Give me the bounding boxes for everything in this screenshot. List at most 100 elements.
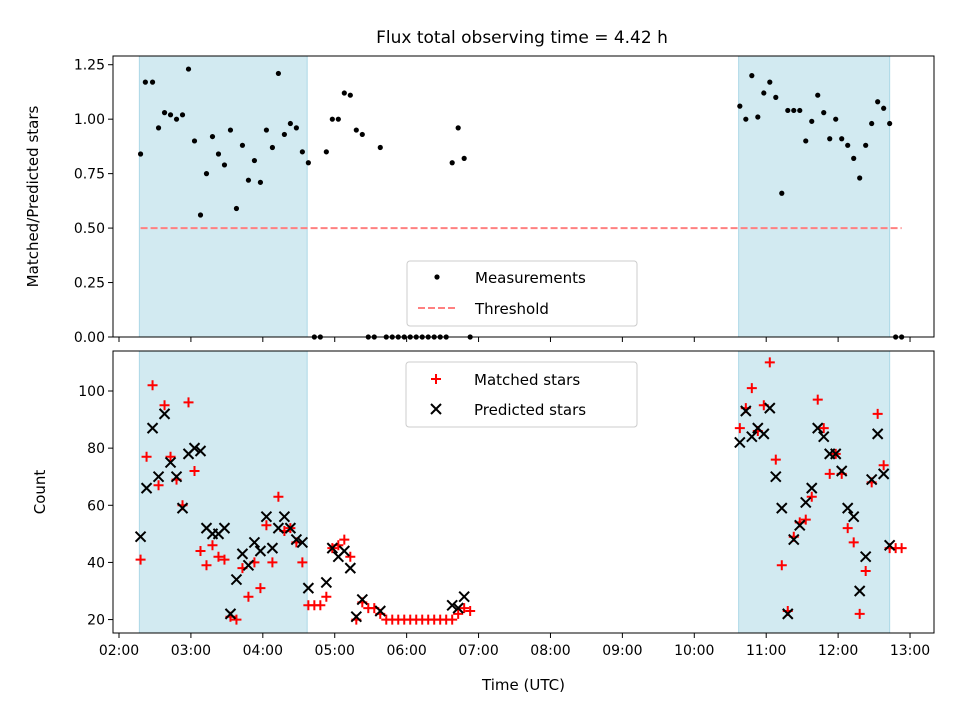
measurement-point: [887, 120, 893, 127]
shaded-region: [138, 351, 308, 633]
predicted-point: [134, 531, 147, 543]
legend-box: [406, 260, 638, 327]
measurement-point: [275, 70, 281, 77]
measurement-point: [377, 144, 383, 151]
legend-label-measurements: Measurements: [475, 269, 586, 287]
measurement-point: [863, 142, 869, 148]
x-tick-label: 03:00: [171, 643, 211, 659]
measurement-point: [167, 112, 174, 118]
predicted-point: [758, 428, 770, 440]
predicted-point: [140, 482, 153, 494]
measurement-point: [185, 66, 192, 72]
predicted-point: [865, 473, 878, 486]
measurement-point: [227, 127, 234, 133]
shaded-region: [738, 56, 891, 337]
x-tick-label: 04:00: [243, 643, 283, 659]
predicted-point: [272, 522, 285, 534]
x-tick-label: 10:00: [674, 643, 714, 659]
matched-point: [848, 537, 859, 548]
matched-point: [818, 423, 829, 434]
y-tick-label: 100: [78, 384, 105, 400]
measurement-point: [305, 160, 311, 166]
measurement-point: [251, 157, 258, 164]
legend-box: [405, 361, 638, 428]
measurement-point: [179, 112, 186, 118]
matched-point: [812, 394, 823, 405]
matched-point: [183, 397, 194, 408]
top-panel: 0.00 0.25 0.50 0.75 1.00 1.25 Matched/Predicte…: [24, 55, 935, 346]
measurement-point: [449, 160, 455, 166]
measurement-point: [827, 136, 833, 142]
measurement-point: [881, 105, 887, 111]
matched-point: [465, 606, 476, 616]
measurement-point: [245, 177, 252, 183]
measurement-point: [767, 79, 773, 85]
y-tick-label: 1.00: [74, 112, 105, 128]
predicted-point: [236, 548, 249, 560]
figure-title: Flux total observing time = 4.42 h: [376, 28, 668, 48]
measurement-point: [155, 125, 162, 131]
predicted-point: [356, 593, 369, 606]
axes-frame: [112, 55, 935, 338]
predicted-point: [248, 536, 261, 549]
predicted-point: [170, 471, 183, 483]
measurement-point: [779, 190, 785, 196]
predicted-point: [782, 608, 794, 620]
predicted-point: [320, 576, 333, 589]
matched-point: [261, 520, 272, 531]
predicted-point: [146, 422, 159, 434]
matched-point: [243, 591, 254, 602]
predicted-point: [242, 559, 255, 571]
x-tick-label: 02:00: [99, 643, 139, 659]
y-tick-label: 20: [87, 613, 105, 629]
measurement-point: [845, 142, 851, 148]
predicted-point: [776, 502, 788, 514]
matched-point: [872, 408, 883, 419]
measurement-point: [191, 138, 198, 144]
matched-point: [219, 554, 230, 565]
measurement-point: [809, 118, 815, 124]
y-tick-label: 0.50: [74, 221, 105, 237]
matched-point: [147, 380, 158, 391]
y-tick-label: 1.25: [74, 58, 105, 74]
predicted-point: [224, 608, 237, 620]
measurement-point: [341, 90, 347, 96]
measurement-point: [359, 131, 365, 138]
y-axis-label: Matched/Predicted stars: [24, 106, 42, 288]
measurement-point: [221, 162, 228, 168]
legend-label-matched: Matched stars: [474, 371, 580, 389]
measurement-point: [209, 133, 216, 140]
measurement-point: [142, 79, 148, 85]
matched-point: [860, 566, 871, 576]
matched-point: [213, 551, 224, 562]
matched-point: [800, 514, 811, 525]
matched-point: [321, 591, 332, 602]
predicted-point: [230, 573, 243, 586]
predicted-point: [836, 465, 848, 477]
predicted-point: [847, 511, 860, 523]
measurement-point: [323, 149, 329, 155]
measurement-point: [299, 149, 305, 155]
predicted-point: [374, 605, 386, 617]
shaded-region: [138, 56, 308, 337]
predicted-point: [806, 482, 818, 494]
x-tick-label: 08:00: [530, 643, 570, 659]
matched-point: [746, 383, 757, 394]
predicted-point: [859, 551, 872, 563]
matched-point: [207, 540, 218, 551]
matched-point: [734, 423, 745, 434]
predicted-point: [770, 471, 782, 483]
matched-point: [195, 546, 206, 556]
matched-point: [339, 534, 350, 545]
measurement-point: [761, 90, 767, 96]
y-tick-label: 0.75: [74, 167, 105, 183]
measurement-point: [269, 144, 276, 151]
measurement-point: [737, 103, 743, 109]
matched-point: [189, 466, 200, 476]
predicted-point: [290, 533, 303, 546]
matched-point: [231, 614, 242, 625]
predicted-point: [830, 448, 842, 460]
predicted-point: [883, 539, 896, 551]
measurement-point: [833, 116, 839, 122]
y-tick-label: 40: [87, 555, 105, 571]
